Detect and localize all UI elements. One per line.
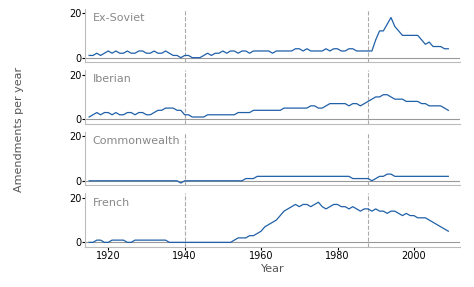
Text: French: French <box>93 197 130 208</box>
Text: Amendments per year: Amendments per year <box>14 67 24 192</box>
Text: Ex-Soviet: Ex-Soviet <box>93 13 146 23</box>
X-axis label: Year: Year <box>261 264 284 274</box>
Text: Iberian: Iberian <box>93 74 132 84</box>
Text: Commonwealth: Commonwealth <box>93 136 181 146</box>
